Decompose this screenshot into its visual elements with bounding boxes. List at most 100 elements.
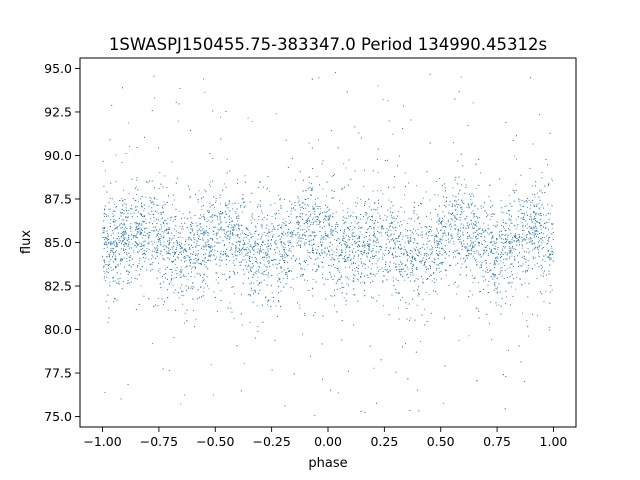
data-point <box>249 257 251 259</box>
data-point <box>420 260 422 262</box>
data-point <box>263 279 265 281</box>
data-point <box>282 277 284 279</box>
data-point <box>435 181 437 182</box>
data-point <box>180 266 182 268</box>
data-point <box>426 267 428 269</box>
data-point <box>123 281 124 283</box>
data-point <box>291 257 292 259</box>
data-point <box>156 223 158 224</box>
data-point <box>405 302 407 304</box>
data-point <box>495 241 497 243</box>
data-point <box>280 228 282 229</box>
data-point <box>162 186 164 188</box>
data-point <box>139 232 141 234</box>
data-point <box>257 284 259 286</box>
data-point <box>435 269 437 271</box>
data-point <box>327 235 329 237</box>
data-point <box>143 241 145 243</box>
data-point <box>195 318 197 320</box>
data-point <box>472 246 474 248</box>
data-point <box>388 199 390 201</box>
data-point <box>132 249 134 251</box>
data-point <box>368 244 370 246</box>
data-point <box>526 320 528 322</box>
data-point <box>458 192 460 194</box>
data-point <box>458 339 460 341</box>
data-point <box>308 256 310 258</box>
data-point <box>208 245 210 247</box>
data-point <box>212 220 214 222</box>
data-point <box>247 234 249 236</box>
data-point <box>313 207 315 209</box>
data-point <box>118 280 120 282</box>
data-point <box>246 247 248 249</box>
data-point <box>398 292 400 294</box>
data-point <box>508 218 510 220</box>
data-point <box>190 232 192 234</box>
data-point <box>234 226 236 228</box>
data-point <box>116 228 118 230</box>
data-point <box>471 203 473 205</box>
data-point <box>138 263 140 264</box>
data-point <box>169 243 170 245</box>
data-point <box>131 238 133 240</box>
data-point <box>399 233 401 235</box>
data-point <box>399 248 401 250</box>
data-point <box>300 267 302 269</box>
data-point <box>541 241 543 243</box>
data-point <box>216 232 218 234</box>
data-point <box>270 306 272 308</box>
data-point <box>370 272 372 274</box>
data-point <box>344 261 346 263</box>
data-point <box>503 254 504 256</box>
data-point <box>367 240 368 242</box>
data-point <box>551 289 553 291</box>
data-point <box>415 351 417 353</box>
data-point <box>189 256 191 258</box>
data-point <box>113 224 115 226</box>
data-point <box>461 206 463 208</box>
data-point <box>335 255 337 257</box>
data-point <box>245 205 247 207</box>
data-point <box>344 230 346 232</box>
data-point <box>334 173 335 175</box>
data-point <box>436 228 438 230</box>
data-point <box>533 212 535 213</box>
data-point <box>544 185 546 187</box>
data-point <box>330 228 332 230</box>
data-point <box>474 240 476 242</box>
data-point <box>138 227 140 229</box>
data-point <box>209 255 211 257</box>
data-point <box>454 215 456 217</box>
data-point <box>145 196 147 198</box>
data-point <box>478 245 480 246</box>
data-point <box>544 261 546 263</box>
data-point <box>424 324 426 326</box>
data-point <box>407 254 408 256</box>
data-point <box>353 288 355 290</box>
data-point <box>334 275 335 277</box>
data-point <box>331 230 333 232</box>
data-point <box>344 186 345 188</box>
data-point <box>523 238 525 240</box>
data-point <box>493 224 495 226</box>
data-point <box>180 403 182 405</box>
data-point <box>262 240 264 242</box>
data-point <box>318 253 320 255</box>
data-point <box>205 244 207 246</box>
data-point <box>291 157 293 159</box>
data-point <box>342 210 344 211</box>
data-point <box>321 245 323 247</box>
data-point <box>540 189 542 191</box>
data-point <box>106 215 108 217</box>
data-point <box>268 272 269 274</box>
data-point <box>109 255 110 257</box>
data-point <box>156 198 158 200</box>
data-point <box>543 233 544 235</box>
data-point <box>142 248 143 249</box>
data-point <box>331 295 333 297</box>
data-point <box>133 251 135 253</box>
data-point <box>113 241 115 243</box>
data-point <box>496 238 498 239</box>
data-point <box>436 240 438 242</box>
